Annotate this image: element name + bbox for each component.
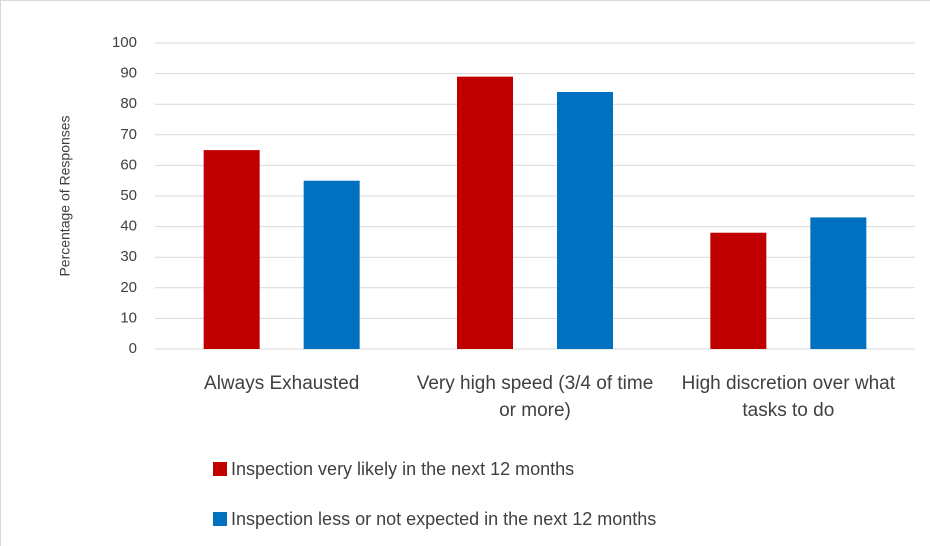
x-tick-label: High discretion over what tasks to do (681, 373, 895, 421)
y-tick-label: 70 (120, 126, 137, 143)
bar (710, 232, 767, 349)
bar (457, 76, 513, 349)
bar (203, 150, 260, 349)
bar (303, 180, 360, 349)
y-tick-label: 20 (120, 279, 137, 296)
y-tick-label: 90 (120, 65, 137, 82)
y-tick-label: 80 (120, 95, 137, 112)
legend-label: Inspection very likely in the next 12 mo… (231, 459, 574, 479)
y-tick-label: 50 (120, 187, 137, 204)
y-tick-label: 100 (112, 34, 137, 51)
legend-label: Inspection less or not expected in the n… (231, 509, 656, 529)
x-tick-label: Very high speed (3/4 of time or more) (416, 373, 654, 421)
bar (557, 91, 613, 350)
legend-swatch (213, 512, 227, 526)
x-tick-label: Always Exhausted (204, 373, 360, 394)
y-tick-label: 0 (129, 340, 137, 357)
bar (810, 217, 867, 349)
y-tick-label: 60 (120, 156, 137, 173)
y-axis-label: Percentage of Responses (57, 115, 73, 276)
y-tick-label: 30 (120, 248, 137, 265)
legend-swatch (213, 462, 227, 476)
y-tick-label: 40 (120, 218, 137, 235)
y-tick-label: 10 (120, 309, 137, 326)
